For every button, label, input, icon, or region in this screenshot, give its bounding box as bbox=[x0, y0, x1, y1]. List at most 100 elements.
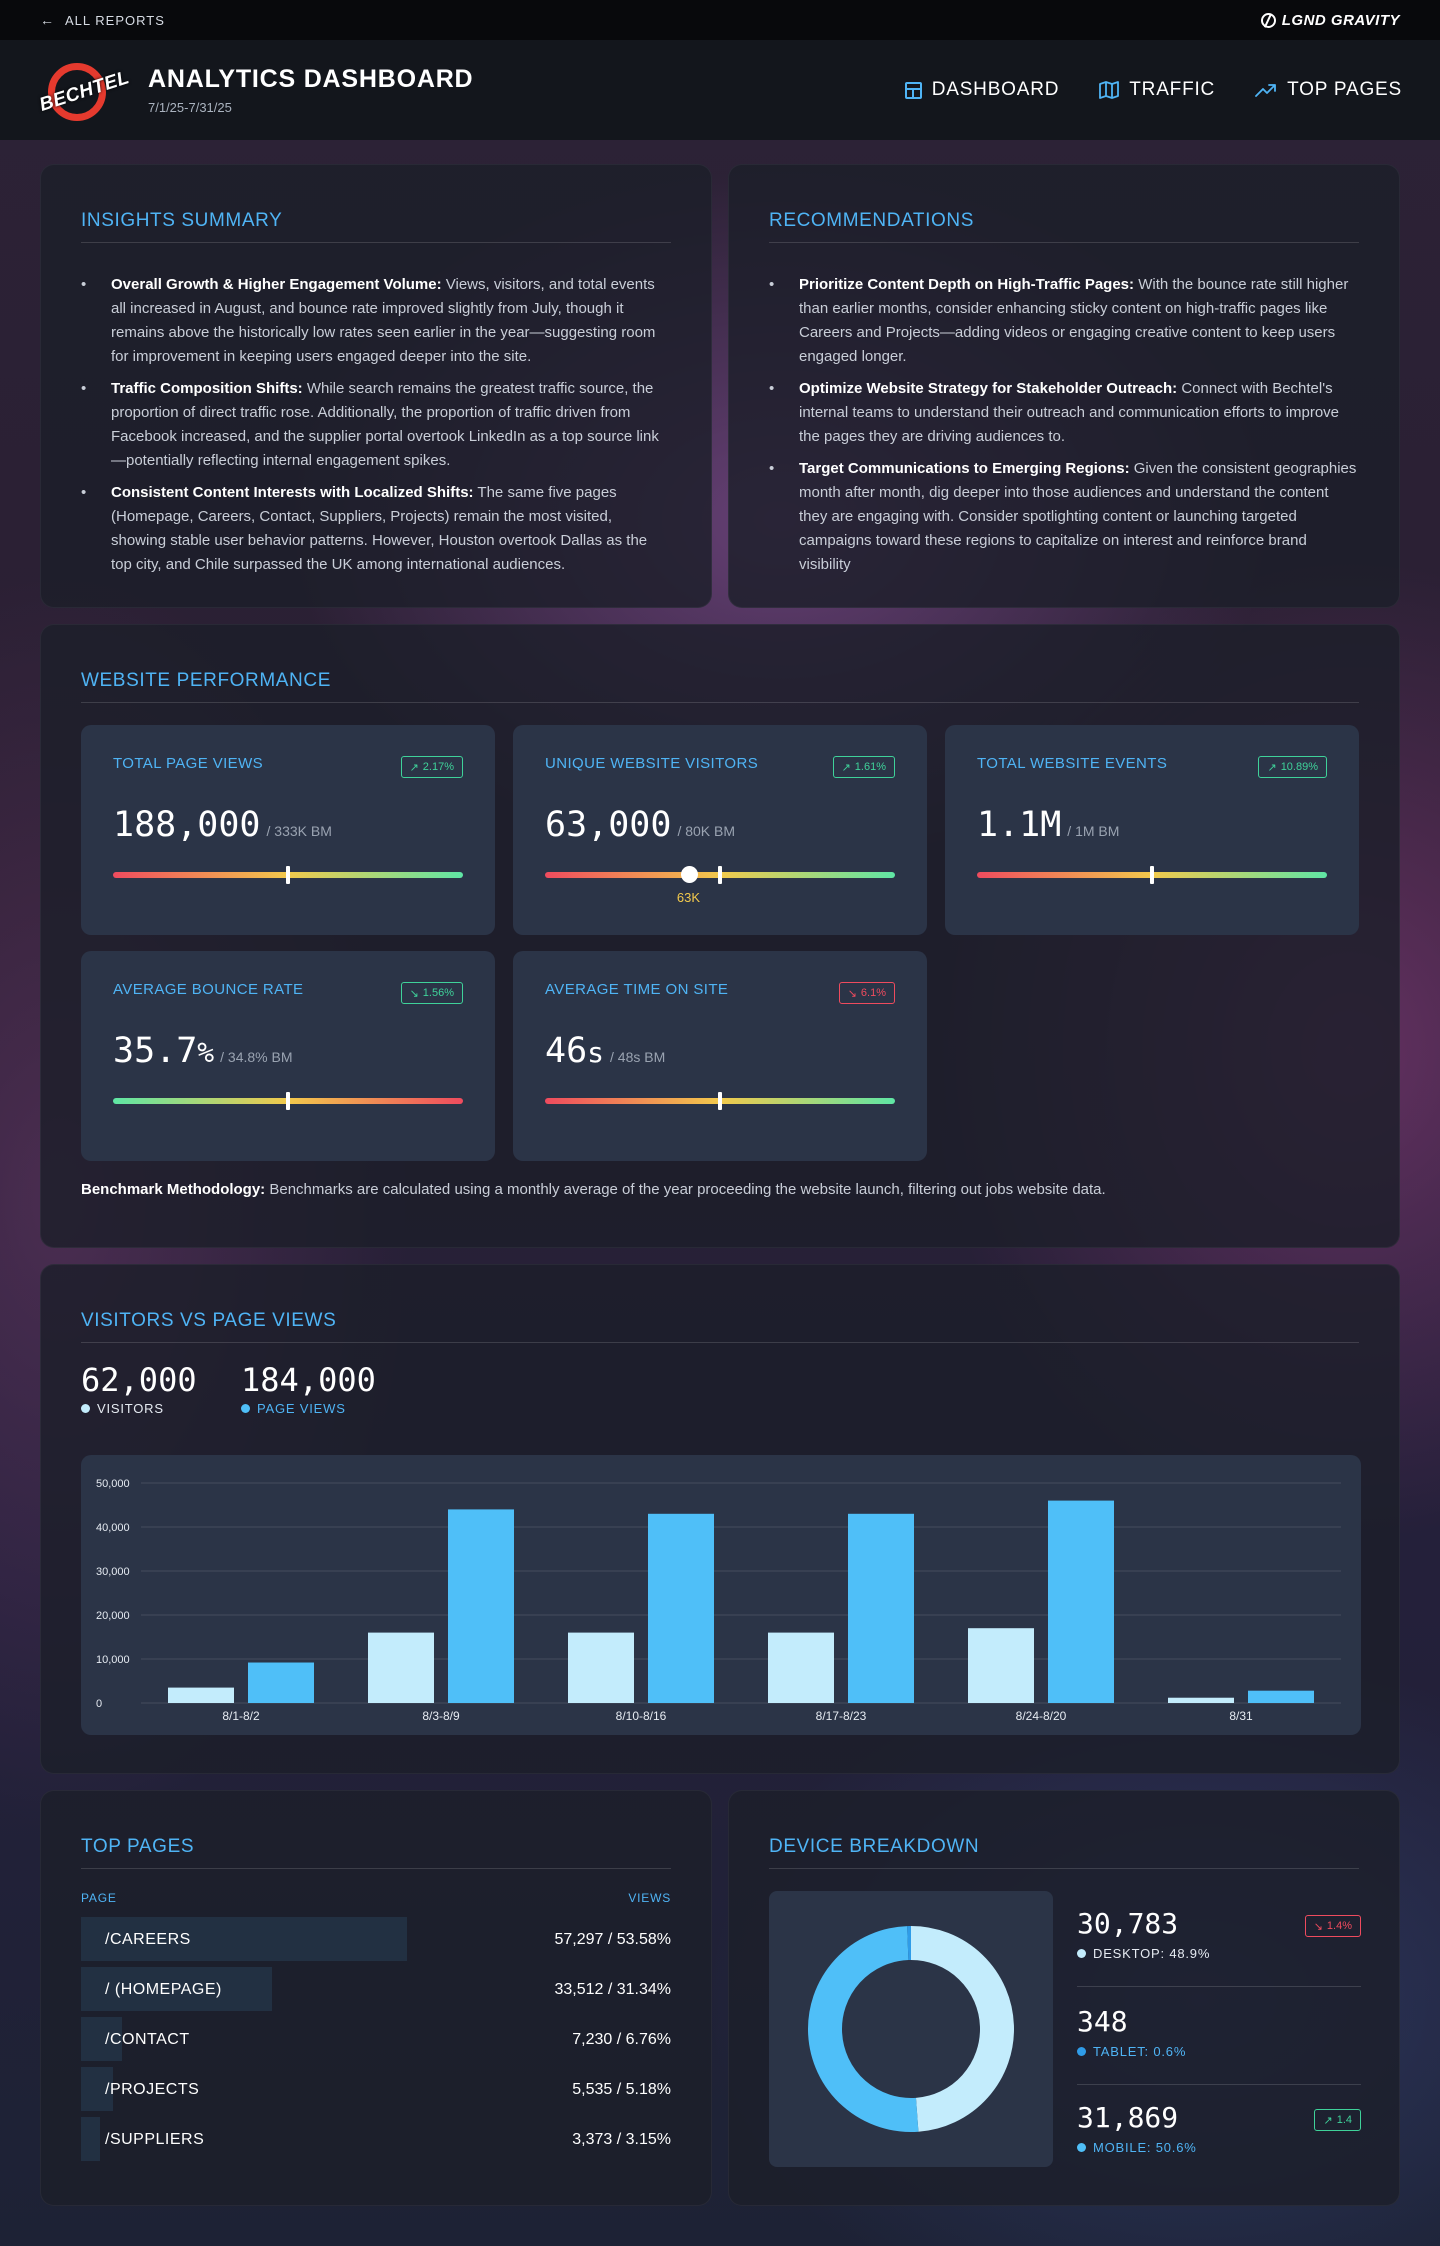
top-page-row[interactable]: /SUPPLIERS 3,373 / 3.15% bbox=[81, 2117, 671, 2161]
dashboard-icon bbox=[904, 81, 922, 99]
kpi-benchmark: / 34.8% BM bbox=[220, 1049, 293, 1065]
top-page-row[interactable]: /CAREERS 57,297 / 53.58% bbox=[81, 1917, 671, 1961]
top-page-row[interactable]: /PROJECTS 5,535 / 5.18% bbox=[81, 2067, 671, 2111]
page-name: /CONTACT bbox=[105, 2031, 190, 2048]
legend-visitors: VISITORS bbox=[81, 1401, 164, 1416]
device-desktop: 30,783 DESKTOP: 48.9% ↘ 1.4% bbox=[1077, 1907, 1361, 1987]
benchmark-bar bbox=[545, 1092, 895, 1110]
top-pages-title: TOP PAGES bbox=[81, 1836, 671, 1869]
recommendations-title: RECOMMENDATIONS bbox=[769, 210, 1359, 243]
legend-swatch-visitors bbox=[81, 1404, 90, 1413]
kpi-value: 35.7%/ 34.8% BM bbox=[113, 1031, 293, 1071]
desktop-label: DESKTOP: 48.9% bbox=[1077, 1946, 1361, 1961]
visitors-views-title: VISITORS VS PAGE VIEWS bbox=[81, 1310, 1359, 1343]
nav-top-pages[interactable]: TOP PAGES bbox=[1255, 79, 1402, 101]
legend-page-views: PAGE VIEWS bbox=[241, 1401, 346, 1416]
insight-item: Traffic Composition Shifts: While search… bbox=[81, 377, 671, 473]
insights-title: INSIGHTS SUMMARY bbox=[81, 210, 671, 243]
top-page-row[interactable]: /CONTACT 7,230 / 6.76% bbox=[81, 2017, 671, 2061]
bechtel-logo: BECHTEL bbox=[37, 57, 132, 123]
bar-visitors bbox=[568, 1632, 634, 1703]
kpi-label: TOTAL WEBSITE EVENTS bbox=[977, 755, 1168, 772]
performance-panel: WEBSITE PERFORMANCE TOTAL PAGE VIEWS ↗ 2.… bbox=[40, 624, 1400, 1248]
x-tick-label: 8/31 bbox=[1229, 1709, 1253, 1723]
benchmark-marker bbox=[286, 866, 290, 884]
mobile-change-badge: ↗ 1.4 bbox=[1314, 2109, 1361, 2131]
dashboard-header: BECHTEL ANALYTICS DASHBOARD 7/1/25-7/31/… bbox=[0, 40, 1440, 140]
benchmark-marker bbox=[1150, 866, 1154, 884]
x-tick-label: 8/24-8/20 bbox=[1016, 1709, 1067, 1723]
column-header-page: PAGE bbox=[81, 1891, 117, 1905]
brand-name: LGND GRAVITY bbox=[1281, 11, 1400, 29]
arrow-left-icon: ← bbox=[40, 12, 55, 28]
y-tick-label: 0 bbox=[96, 1698, 102, 1710]
arrow-up-right-icon: ↗ bbox=[1323, 2114, 1333, 2127]
nav-traffic[interactable]: TRAFFIC bbox=[1099, 79, 1215, 101]
kpi-label: AVERAGE TIME ON SITE bbox=[545, 981, 729, 998]
top-page-row[interactable]: / (HOMEPAGE) 33,512 / 31.34% bbox=[81, 1967, 671, 2011]
device-panel: DEVICE BREAKDOWN 30,783 DESKTOP: 48.9% ↘… bbox=[728, 1790, 1400, 2206]
change-badge: ↗ 1.61% bbox=[832, 756, 895, 778]
bar-page-views bbox=[448, 1509, 514, 1703]
tablet-value: 348 bbox=[1077, 2005, 1128, 2038]
page-name: /CAREERS bbox=[105, 1931, 191, 1948]
page-name: / (HOMEPAGE) bbox=[105, 1981, 222, 1998]
desktop-swatch bbox=[1077, 1949, 1086, 1958]
brand-logo: LGND GRAVITY bbox=[1260, 11, 1400, 29]
top-pages-panel: TOP PAGES PAGE VIEWS /CAREERS 57,297 / 5… bbox=[40, 1790, 712, 2206]
device-donut-chart bbox=[769, 1891, 1053, 2167]
page-title: ANALYTICS DASHBOARD bbox=[148, 65, 474, 93]
mobile-value: 31,869 bbox=[1077, 2101, 1179, 2134]
donut-slice bbox=[910, 1926, 1014, 2132]
current-value-marker bbox=[680, 866, 698, 883]
insights-list: Overall Growth & Higher Engagement Volum… bbox=[81, 273, 671, 585]
change-badge: ↘ 6.1% bbox=[838, 982, 895, 1004]
y-tick-label: 50,000 bbox=[96, 1478, 130, 1490]
bar-page-views bbox=[848, 1513, 914, 1703]
nav-dashboard[interactable]: DASHBOARD bbox=[904, 79, 1060, 101]
nav-top-pages-label: TOP PAGES bbox=[1287, 79, 1402, 100]
bar-visitors bbox=[368, 1632, 434, 1703]
nav-dashboard-label: DASHBOARD bbox=[931, 79, 1060, 100]
bar-page-views bbox=[1248, 1690, 1314, 1703]
share-bar bbox=[81, 1967, 272, 2011]
benchmark-bar: 63K bbox=[545, 866, 895, 905]
benchmark-bar bbox=[113, 866, 463, 884]
donut-svg bbox=[808, 1926, 1014, 2132]
tablet-swatch bbox=[1077, 2047, 1086, 2056]
legend-swatch-page-views bbox=[241, 1404, 250, 1413]
kpi-label: AVERAGE BOUNCE RATE bbox=[113, 981, 304, 998]
page-views: 33,512 / 31.34% bbox=[554, 1981, 671, 1998]
arrow-up-right-icon: ↗ bbox=[841, 761, 851, 774]
kpi-benchmark: / 1M BM bbox=[1067, 823, 1120, 839]
tablet-label: TABLET: 0.6% bbox=[1077, 2044, 1361, 2059]
top-bar: ← ALL REPORTS LGND GRAVITY bbox=[0, 0, 1440, 40]
arrow-up-right-icon: ↗ bbox=[1267, 761, 1277, 774]
bar-chart-svg: 0 10,000 20,000 30,000 40,000 50,000 8/1-8/2 8/… bbox=[96, 1478, 1341, 1723]
benchmark-marker bbox=[718, 866, 722, 884]
change-badge: ↗ 2.17% bbox=[400, 756, 463, 778]
kpi-value: 63,000/ 80K BM bbox=[545, 805, 736, 845]
desktop-value: 30,783 bbox=[1077, 1907, 1179, 1940]
recommendations-list: Prioritize Content Depth on High-Traffic… bbox=[769, 273, 1359, 585]
current-value-label: 63K bbox=[676, 890, 701, 905]
kpi-benchmark: / 48s BM bbox=[610, 1049, 666, 1065]
visitors-views-panel: VISITORS VS PAGE VIEWS 62,000 VISITORS 1… bbox=[40, 1264, 1400, 1774]
benchmark-bar bbox=[113, 1092, 463, 1110]
kpi-unique-visitors: UNIQUE WEBSITE VISITORS ↗ 1.61% 63,000/ 8… bbox=[513, 725, 927, 935]
kpi-bounce-rate: AVERAGE BOUNCE RATE ↘ 1.56% 35.7%/ 34.8% … bbox=[81, 951, 495, 1161]
brand-mark-icon bbox=[1260, 12, 1276, 28]
y-tick-label: 10,000 bbox=[96, 1654, 130, 1666]
kpi-value: 188,000/ 333K BM bbox=[113, 805, 332, 845]
recommendation-item: Prioritize Content Depth on High-Traffic… bbox=[769, 273, 1359, 369]
device-mobile: 31,869 MOBILE: 50.6% ↗ 1.4 bbox=[1077, 2101, 1361, 2155]
share-bar bbox=[81, 1917, 407, 1961]
page-views: 5,535 / 5.18% bbox=[572, 2081, 671, 2098]
benchmark-marker bbox=[718, 1092, 722, 1110]
page-views: 3,373 / 3.15% bbox=[572, 2131, 671, 2148]
bar-page-views bbox=[648, 1513, 714, 1703]
all-reports-link[interactable]: ← ALL REPORTS bbox=[40, 12, 165, 28]
donut-slice bbox=[808, 1926, 919, 2132]
main-nav: DASHBOARD TRAFFIC TOP PAGES bbox=[904, 79, 1402, 101]
x-tick-label: 8/17-8/23 bbox=[816, 1709, 867, 1723]
